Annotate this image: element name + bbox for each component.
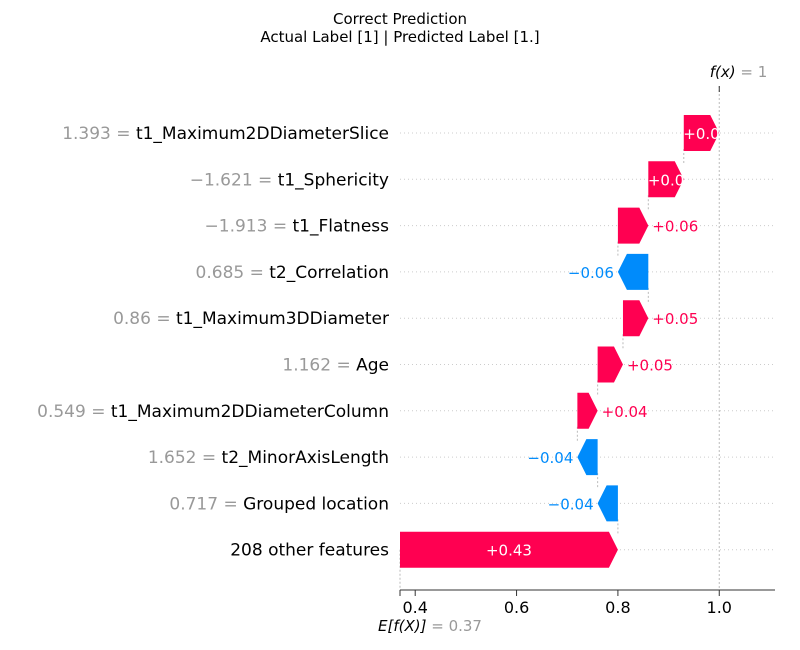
negative-contribution-bar	[597, 485, 618, 522]
bar-value-label: −0.06	[568, 264, 614, 282]
feature-name: t1_Sphericity	[278, 170, 389, 190]
positive-contribution-bar	[577, 392, 598, 429]
expected-value-annotation: E[f(X)] = 0.37	[378, 617, 482, 635]
bar-value-label: +0.05	[652, 310, 698, 328]
feature-value: 1.162 =	[282, 356, 356, 376]
bar-value-label: +0.04	[602, 403, 648, 421]
feature-label: 0.86 = t1_Maximum3DDiameter	[113, 309, 389, 329]
x-tick-label: 1.0	[707, 598, 732, 617]
positive-contribution-bar	[622, 300, 649, 337]
bar-value-label: +0.06	[652, 218, 698, 236]
fx-annotation-value: = 1	[736, 63, 768, 81]
fx-annotation-name: f(x)	[710, 63, 736, 81]
feature-name: t1_Maximum3DDiameter	[176, 309, 389, 329]
positive-contribution-bar	[617, 207, 649, 244]
positive-contribution-bar	[597, 346, 623, 383]
feature-name: Age	[356, 356, 389, 376]
positive-contribution-bar	[648, 161, 684, 198]
chart-subtitle: Actual Label [1] | Predicted Label [1.]	[260, 28, 540, 46]
feature-value: 0.717 =	[169, 494, 243, 514]
fx-annotation: f(x) = 1	[710, 63, 768, 81]
feature-name: t1_Flatness	[292, 217, 389, 237]
positive-contribution-bar	[400, 531, 618, 568]
feature-value: 1.652 =	[148, 448, 222, 468]
feature-value: 0.549 =	[37, 402, 111, 422]
expected-value-annotation-name: E[f(X)]	[378, 617, 427, 635]
feature-label: 1.393 = t1_Maximum2DDiameterSlice	[62, 124, 389, 144]
feature-name: Grouped location	[243, 494, 389, 514]
feature-label: 1.652 = t2_MinorAxisLength	[148, 448, 389, 468]
feature-label: 0.685 = t2_Correlation	[196, 263, 389, 283]
feature-name: t2_MinorAxisLength	[222, 448, 389, 468]
bar-value-label: −0.04	[527, 449, 573, 467]
feature-name: 208 other features	[230, 541, 389, 561]
feature-label: −1.913 = t1_Flatness	[205, 217, 390, 237]
negative-contribution-bar	[577, 439, 598, 476]
feature-value: 0.685 =	[196, 263, 270, 283]
feature-value: 1.393 =	[62, 124, 136, 144]
feature-label: 1.162 = Age	[282, 356, 389, 376]
feature-label: 208 other features	[230, 541, 389, 561]
feature-value: −1.621 =	[190, 170, 278, 190]
feature-value: −1.913 =	[205, 217, 293, 237]
feature-value: 0.86 =	[113, 309, 176, 329]
bar-value-label: −0.04	[548, 495, 594, 513]
negative-contribution-bar	[617, 253, 649, 290]
x-tick-label: 0.8	[605, 598, 630, 617]
chart-title: Correct Prediction	[332, 10, 468, 28]
bar-value-label: +0.0	[683, 125, 719, 143]
positive-contribution-bar	[683, 115, 720, 151]
bar-value-label: +0.0	[648, 171, 684, 189]
x-tick-label: 0.6	[504, 598, 529, 617]
bar-value-label: +0.43	[486, 542, 532, 560]
expected-value-annotation-value: = 0.37	[426, 617, 482, 635]
bar-value-label: +0.05	[627, 357, 673, 375]
feature-label: 0.549 = t1_Maximum2DDiameterColumn	[37, 402, 389, 422]
feature-name: t1_Maximum2DDiameterColumn	[111, 402, 389, 422]
feature-name: t1_Maximum2DDiameterSlice	[136, 124, 389, 144]
feature-label: −1.621 = t1_Sphericity	[190, 170, 389, 190]
feature-name: t2_Correlation	[269, 263, 389, 283]
feature-label: 0.717 = Grouped location	[169, 494, 389, 514]
x-tick-label: 0.4	[402, 598, 427, 617]
